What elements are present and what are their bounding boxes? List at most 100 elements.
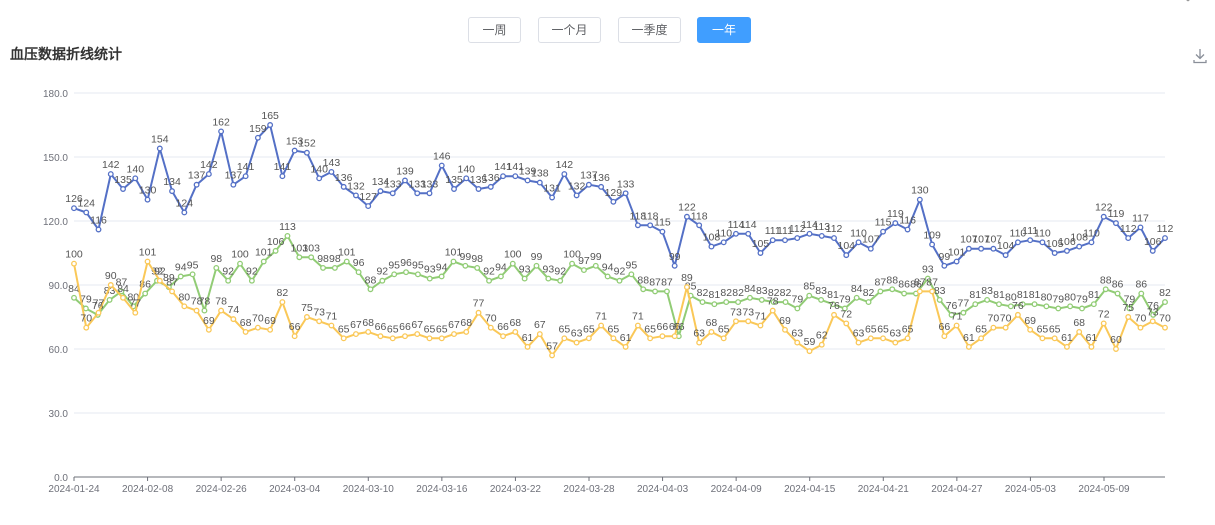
series-green-data-label: 98 (210, 253, 222, 265)
series-blue-point (328, 168, 335, 175)
series-yellow-point (818, 341, 825, 348)
series-green-point (699, 299, 706, 306)
series-blue-point (929, 241, 936, 248)
series-green-data-label: 103 (291, 242, 309, 254)
series-yellow-point (720, 335, 727, 342)
series-green-data-label: 98 (317, 253, 329, 265)
series-yellow-point (1149, 318, 1156, 325)
series-yellow-data-label: 68 (706, 317, 718, 329)
series-yellow-point (1039, 335, 1046, 342)
series-blue-point (242, 173, 249, 180)
expand-icon[interactable] (1181, 0, 1195, 8)
series-yellow-point (279, 299, 286, 306)
tab-year[interactable]: 一年 (697, 17, 751, 43)
series-green-point (1079, 305, 1085, 312)
tab-quarter[interactable]: 一季度 (618, 17, 681, 43)
series-blue-point (733, 230, 739, 237)
y-tick-label: 90.0 (49, 281, 69, 292)
series-green-data-label: 99 (459, 251, 471, 263)
series-yellow-point (634, 322, 641, 329)
series-green-data-label: 79 (1076, 293, 1088, 305)
series-yellow-point (782, 326, 788, 333)
series-yellow-point (696, 339, 703, 346)
x-tick-label: 2024-04-27 (931, 484, 983, 495)
series-green-data-label: 97 (578, 255, 590, 267)
series-blue-data-label: 107 (960, 234, 978, 246)
series-green-data-label: 106 (267, 236, 285, 248)
series-yellow-point (733, 318, 739, 325)
x-tick-label: 2024-02-08 (122, 484, 174, 495)
series-blue-data-label: 107 (985, 234, 1003, 246)
series-green-point (497, 273, 504, 280)
series-yellow-data-label: 68 (362, 317, 374, 329)
series-blue-point (451, 186, 457, 192)
series-blue-data-label: 135 (445, 174, 463, 186)
series-blue-data-label: 110 (850, 227, 867, 239)
series-green-point (580, 267, 587, 274)
download-icon[interactable] (1191, 47, 1209, 65)
series-green-data-label: 80 (1005, 291, 1017, 303)
series-green-data-label: 82 (732, 287, 744, 299)
series-green-data-label: 76 (92, 300, 104, 312)
y-tick-label: 60.0 (49, 345, 69, 356)
series-blue-data-label: 135 (114, 174, 132, 186)
series-yellow-point (769, 307, 776, 314)
series-blue-point (1063, 247, 1070, 254)
series-green-point (569, 260, 576, 267)
series-green-data-label: 99 (531, 251, 543, 263)
series-blue-data-label: 115 (654, 217, 671, 229)
series-green-data-label: 94 (175, 261, 187, 273)
series-green-data-label: 79 (839, 293, 851, 305)
series-blue-data-label: 112 (1157, 223, 1174, 235)
series-blue-point (83, 209, 90, 216)
series-green-point (521, 275, 528, 282)
series-blue-data-label: 111 (1022, 225, 1038, 237)
series-blue-data-label: 116 (899, 215, 916, 227)
series-yellow-point (561, 335, 568, 342)
series-green-point (640, 286, 647, 293)
series-green-data-label: 76 (946, 300, 958, 312)
x-tick-label: 2024-04-21 (858, 484, 910, 495)
series-blue-data-label: 134 (163, 176, 181, 188)
series-green-point (533, 262, 540, 269)
series-green-data-label: 76 (1147, 300, 1159, 312)
series-yellow-data-label: 67 (350, 319, 362, 331)
series-green-point (948, 311, 955, 318)
series-blue-data-label: 136 (592, 172, 610, 184)
series-green-data-label: 84 (744, 283, 756, 295)
series-yellow-data-label: 65 (424, 323, 436, 335)
series-blue-point (205, 171, 212, 178)
series-green-point (462, 262, 469, 269)
series-yellow-data-label: 66 (657, 321, 669, 333)
series-yellow-point (500, 333, 506, 340)
series-blue-data-label: 140 (458, 163, 476, 175)
y-tick-label: 180.0 (43, 89, 68, 100)
series-yellow-point (377, 333, 384, 340)
series-yellow-data-label: 66 (939, 321, 951, 333)
series-blue-data-label: 118 (691, 210, 708, 222)
series-green-data-label: 88 (365, 274, 377, 286)
series-blue-data-label: 141 (507, 161, 525, 173)
series-yellow-point (475, 309, 482, 316)
series-blue-point (181, 209, 188, 216)
series-blue-data-label: 105 (1046, 238, 1064, 250)
tab-week[interactable]: 一周 (468, 17, 521, 43)
tab-month[interactable]: 一个月 (538, 17, 601, 43)
series-green-data-label: 79 (792, 293, 804, 305)
y-tick-label: 0.0 (54, 473, 68, 484)
series-green-point (343, 258, 350, 265)
series-yellow-data-label: 66 (399, 321, 411, 333)
series-blue-point (696, 222, 703, 229)
series-blue-point (634, 222, 641, 229)
series-green-point (1090, 301, 1097, 308)
series-yellow-data-label: 76 (828, 300, 840, 312)
series-blue-point (720, 239, 727, 246)
series-yellow-point (524, 343, 531, 350)
series-yellow-point (683, 284, 690, 291)
series-green-point (735, 299, 742, 306)
x-tick-label: 2024-03-04 (269, 484, 321, 495)
series-yellow-data-label: 65 (902, 323, 914, 335)
series-blue-data-label: 119 (1108, 208, 1125, 220)
series-blue-data-label: 109 (923, 229, 941, 241)
series-blue-point (414, 190, 421, 197)
